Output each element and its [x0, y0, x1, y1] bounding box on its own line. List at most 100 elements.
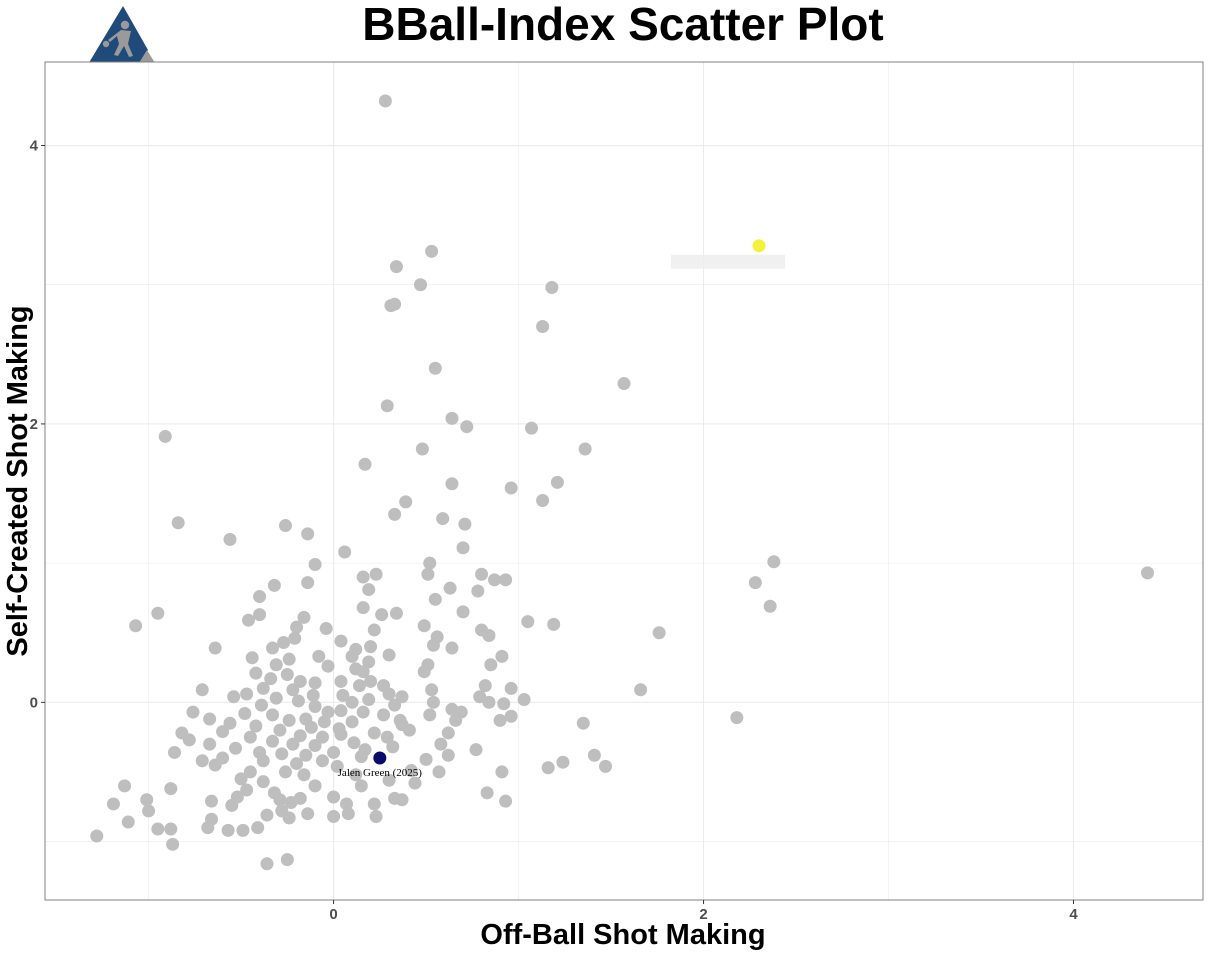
data-point [356, 705, 370, 719]
data-point [395, 793, 409, 807]
data-point [282, 811, 296, 825]
data-point [308, 738, 322, 752]
data-point [356, 665, 370, 679]
data-point [349, 768, 363, 782]
data-point [386, 740, 400, 754]
data-point [415, 442, 429, 456]
data-point [456, 541, 470, 555]
data-point [308, 700, 322, 714]
data-point [245, 651, 259, 665]
data-point [334, 727, 348, 741]
data-point [273, 793, 287, 807]
data-point [164, 822, 178, 836]
data-point [495, 765, 509, 779]
data-point [254, 698, 268, 712]
chart-title: BBall-Index Scatter Plot [362, 0, 883, 50]
data-point [297, 768, 311, 782]
data-point [545, 281, 559, 295]
data-point [445, 641, 459, 655]
data-point [504, 709, 518, 723]
data-point [308, 676, 322, 690]
data-point [208, 641, 222, 655]
data-point [297, 610, 311, 624]
data-point [587, 748, 601, 762]
data-point [354, 750, 368, 764]
data-point [456, 605, 470, 619]
data-point [277, 635, 291, 649]
data-point [382, 687, 396, 701]
data-point [256, 681, 270, 695]
data-point [482, 695, 496, 709]
data-point [140, 793, 154, 807]
data-point [378, 94, 392, 108]
data-point [290, 620, 304, 634]
data-point [748, 576, 762, 590]
data-point [338, 545, 352, 559]
data-point [345, 695, 359, 709]
data-point [369, 809, 383, 823]
highlighted-point [373, 751, 387, 765]
data-point [471, 584, 485, 598]
data-point [536, 319, 550, 333]
data-point [578, 442, 592, 456]
data-point [504, 681, 518, 695]
data-point [273, 723, 287, 737]
data-point [432, 765, 446, 779]
data-point [499, 794, 513, 808]
data-point [227, 690, 241, 704]
data-point [380, 399, 394, 413]
x-axis-title: Off-Ball Shot Making [480, 919, 765, 951]
data-point [417, 619, 431, 633]
data-point [269, 658, 283, 672]
data-point [556, 755, 570, 769]
data-point [334, 674, 348, 688]
data-point [253, 590, 267, 604]
data-point [267, 578, 281, 592]
data-point [282, 652, 296, 666]
data-point [402, 723, 416, 737]
highlighted-points: Jalen Green (2025) [338, 239, 786, 779]
data-point [421, 567, 435, 581]
data-point [389, 260, 403, 274]
data-point [426, 695, 440, 709]
data-point [425, 683, 439, 697]
data-point [121, 815, 135, 829]
data-point [319, 622, 333, 636]
data-point [364, 640, 378, 654]
data-point [327, 790, 341, 804]
data-point [419, 752, 433, 766]
data-point [475, 567, 489, 581]
data-point [356, 601, 370, 615]
data-point [308, 558, 322, 572]
data-point [284, 796, 298, 810]
data-point [306, 688, 320, 702]
data-point [225, 798, 239, 812]
x-tick-label: 4 [1069, 906, 1078, 923]
data-point [460, 420, 474, 434]
data-point [547, 617, 561, 631]
data-point [414, 278, 428, 292]
data-point [167, 745, 181, 759]
data-point [495, 649, 509, 663]
x-tick-label: 2 [699, 906, 707, 923]
data-point [241, 613, 255, 627]
data-point [449, 713, 463, 727]
data-point [203, 712, 217, 726]
data-point [330, 759, 344, 773]
data-point [288, 631, 302, 645]
data-point [517, 693, 531, 707]
data-point [377, 708, 391, 722]
data-points [90, 94, 1155, 871]
data-point [369, 567, 383, 581]
data-point [164, 782, 178, 796]
data-point [166, 837, 180, 851]
y-tick-label: 0 [30, 694, 38, 711]
data-point [236, 823, 250, 837]
data-point [345, 649, 359, 663]
grid-lines [45, 62, 1203, 900]
data-point [282, 713, 296, 727]
data-point [417, 665, 431, 679]
data-point [354, 779, 368, 793]
data-point [186, 705, 200, 719]
data-point [352, 679, 366, 693]
